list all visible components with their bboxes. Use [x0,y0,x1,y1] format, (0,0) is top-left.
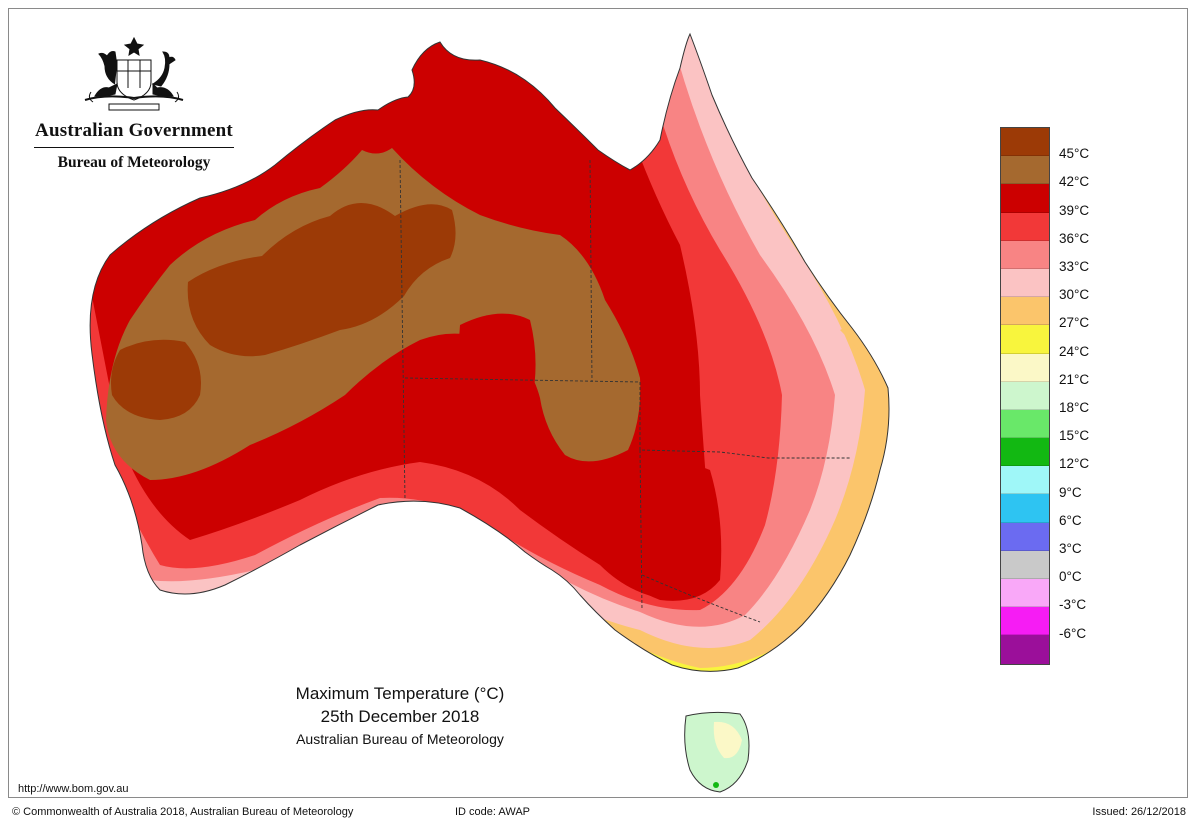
legend-swatch [1001,381,1049,410]
state-borders [399,159,850,623]
legend-label: 18°C [1059,400,1090,415]
legend-label: 9°C [1059,484,1082,500]
legend-swatch [1001,268,1049,298]
legend-swatch [1001,522,1049,551]
commonwealth-coat-of-arms-icon [84,36,184,111]
nt-qld-border [589,159,593,383]
legend-swatch [1001,494,1049,523]
legend-label: 36°C [1059,230,1090,246]
legend-swatch [1001,550,1049,579]
legend-label: 33°C [1059,259,1090,274]
bom-url-link[interactable]: http://www.bom.gov.au [18,783,129,795]
legend-swatch [1001,579,1049,608]
sa-nsw-border [639,449,643,611]
band-above-48 [187,203,456,357]
tasmania-warm-patch [713,721,742,759]
copyright-text: © Commonwealth of Australia 2018, Austra… [12,806,354,818]
legend-label: -6°C [1059,625,1087,641]
logo-block: Australian Government Bureau of Meteorol… [28,34,240,172]
legend-swatch [1001,156,1049,185]
tasmania-cool-spot [713,782,719,788]
nsw-vic-border [641,574,761,623]
legend-label: 12°C [1059,456,1090,472]
legend-color-bar [1000,127,1050,665]
legend-label: 6°C [1059,512,1082,528]
legend-swatch [1001,297,1049,326]
map-title-block: Maximum Temperature (°C) 25th December 2… [250,683,550,749]
wa-border [399,159,406,501]
coastal-strip-south [595,625,792,672]
legend-label: 45°C [1059,146,1090,162]
legend-label: 21°C [1059,371,1090,387]
legend-swatch [1001,466,1049,495]
map-title: Maximum Temperature (°C) [295,684,505,703]
legend-label: 27°C [1059,315,1090,331]
legend-swatch [1001,212,1049,241]
legend-swatch [1001,438,1049,467]
legend-swatch [1001,240,1049,269]
legend-swatch [1001,128,1049,157]
southeast-band [601,456,722,601]
legend-swatch [1001,635,1049,664]
tasmania [684,711,750,793]
map-source: Australian Bureau of Meteorology [296,731,504,747]
legend-label: 15°C [1059,428,1090,444]
legend-label: 42°C [1059,174,1090,190]
header-divider [34,147,234,148]
legend-label: 3°C [1059,541,1082,556]
government-name: Australian Government [35,120,233,141]
nt-sa-border [404,377,641,383]
inland-sea-band [458,313,536,441]
bureau-name: Bureau of Meteorology [57,154,211,171]
issued-date: Issued: 26/12/2018 [1092,806,1186,818]
map-date: 25th December 2018 [320,707,480,726]
legend-label: 39°C [1059,202,1090,218]
legend-label: 24°C [1059,343,1090,359]
mainland-outline [89,32,890,672]
legend-swatch [1001,325,1049,354]
legend-swatch [1001,184,1049,213]
legend-label: -3°C [1059,597,1087,613]
legend-label: 0°C [1059,569,1082,585]
qld-nsw-border [639,382,850,459]
band-above-48-west [111,339,201,420]
legend-swatch [1001,353,1049,382]
legend-swatch [1001,409,1049,439]
legend-swatch [1001,607,1049,636]
id-code-text: ID code: AWAP [455,806,530,818]
legend-label: 30°C [1059,287,1090,303]
